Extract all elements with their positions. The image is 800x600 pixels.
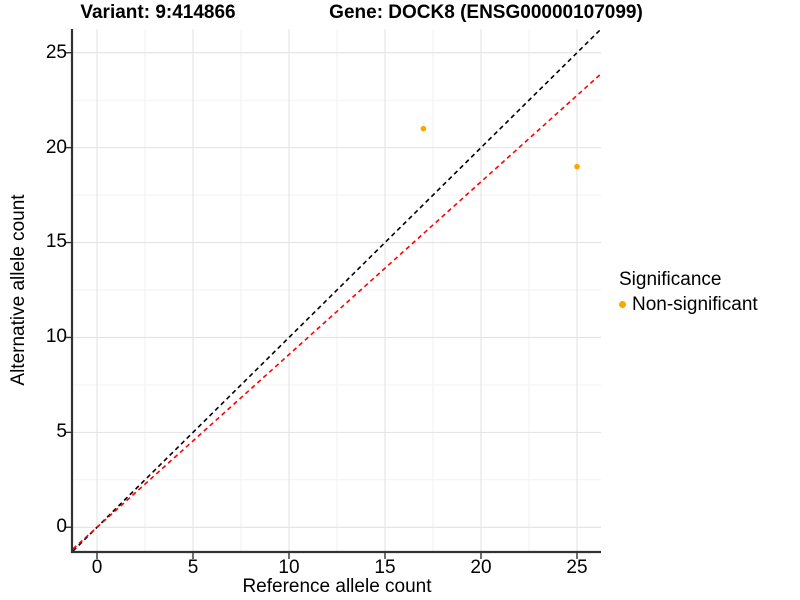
point-layer (420, 125, 580, 170)
data-point (574, 163, 580, 170)
y-axis-title: Alternative allele count (8, 194, 29, 386)
legend: Significance Non-significant (619, 270, 758, 314)
y-tick-20: 20 (45, 137, 67, 158)
y-tick-25: 25 (45, 42, 67, 63)
x-tick-0: 0 (91, 557, 103, 578)
gridlines (73, 29, 601, 551)
axis-layer (65, 29, 601, 559)
legend-title: Significance (619, 269, 722, 290)
variant-title: Variant: 9:414866 (80, 2, 236, 23)
y-tick-5: 5 (56, 421, 67, 442)
data-point (420, 125, 427, 132)
x-axis-title: Reference allele count (242, 576, 432, 597)
x-tick-25: 25 (566, 557, 588, 578)
y-tick-0: 0 (56, 516, 67, 537)
abline-layer (72, 28, 602, 552)
x-tick-15: 15 (374, 557, 396, 578)
y-tick-10: 10 (45, 326, 67, 347)
orange-point-icon (619, 301, 626, 308)
y-tick-15: 15 (45, 231, 67, 252)
fitted-line (72, 73, 602, 550)
legend-item-label: Non-significant (632, 294, 758, 315)
x-tick-5: 5 (187, 557, 199, 578)
x-tick-10: 10 (278, 557, 300, 578)
x-tick-20: 20 (470, 557, 492, 578)
identity-line (72, 28, 602, 552)
legend-item-non-significant: Non-significant (619, 295, 758, 314)
gene-title: Gene: DOCK8 (ENSG00000107099) (329, 2, 643, 23)
